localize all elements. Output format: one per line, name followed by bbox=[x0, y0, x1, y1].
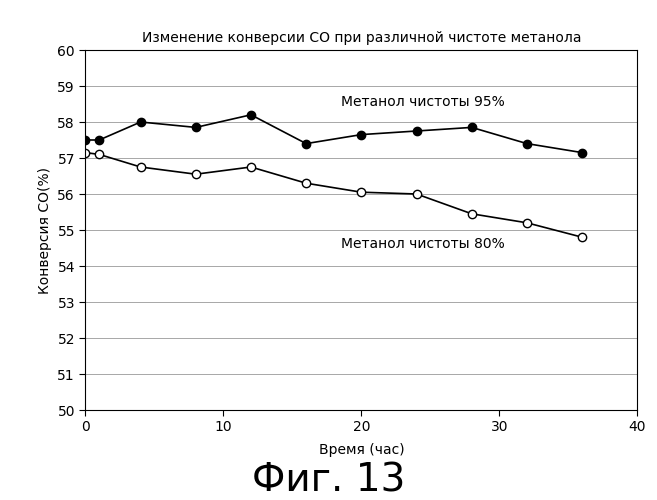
Text: Метанол чистоты 95%: Метанол чистоты 95% bbox=[340, 95, 505, 109]
Y-axis label: Конверсия СО(%): Конверсия СО(%) bbox=[38, 166, 52, 294]
Title: Изменение конверсии СО при различной чистоте метанола: Изменение конверсии СО при различной чис… bbox=[142, 30, 581, 44]
Text: Фиг. 13: Фиг. 13 bbox=[252, 461, 405, 499]
Text: Метанол чистоты 80%: Метанол чистоты 80% bbox=[340, 238, 505, 252]
X-axis label: Время (час): Время (час) bbox=[319, 443, 404, 457]
